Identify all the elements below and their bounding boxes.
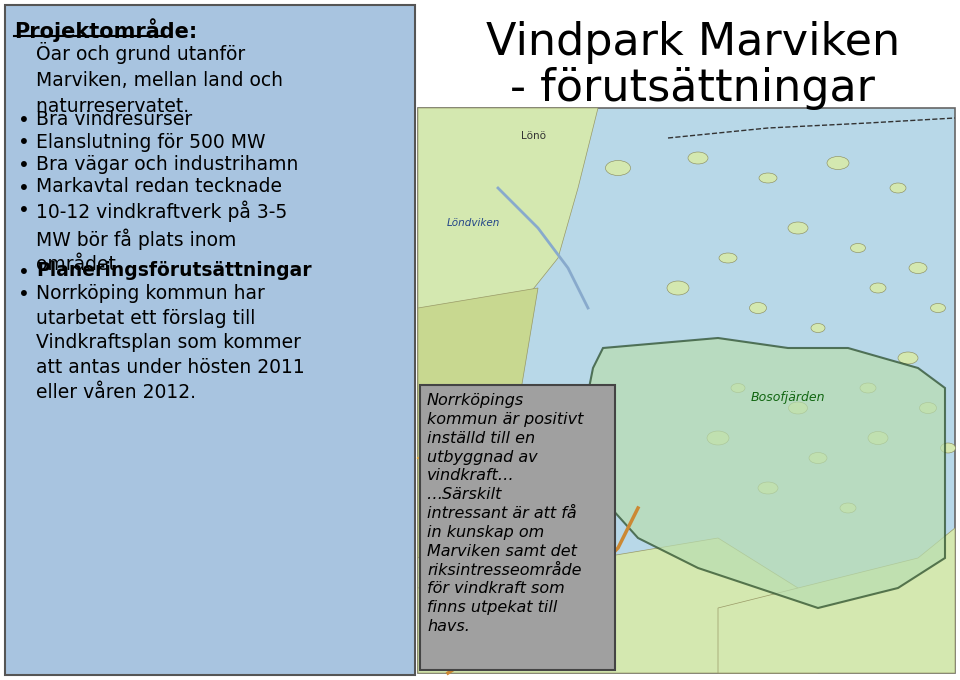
Polygon shape xyxy=(418,288,538,558)
Ellipse shape xyxy=(788,222,808,234)
Ellipse shape xyxy=(688,152,708,164)
Text: Vindpark Marviken: Vindpark Marviken xyxy=(486,20,900,63)
Text: Planeringsförutsättningar: Planeringsförutsättningar xyxy=(36,262,312,280)
Ellipse shape xyxy=(827,156,849,169)
Ellipse shape xyxy=(809,452,827,464)
Ellipse shape xyxy=(930,303,946,313)
Bar xyxy=(5,5,415,675)
Ellipse shape xyxy=(920,403,937,413)
Ellipse shape xyxy=(909,262,927,273)
Text: •: • xyxy=(18,262,30,282)
Text: Elanslutning för 500 MW: Elanslutning för 500 MW xyxy=(36,133,266,152)
Polygon shape xyxy=(583,338,945,608)
Ellipse shape xyxy=(898,352,918,364)
Bar xyxy=(418,108,955,673)
Polygon shape xyxy=(718,528,955,673)
Ellipse shape xyxy=(870,283,886,293)
Text: Löndviken: Löndviken xyxy=(446,218,500,228)
Ellipse shape xyxy=(750,303,766,313)
Text: •: • xyxy=(18,156,30,175)
Ellipse shape xyxy=(890,183,906,193)
Ellipse shape xyxy=(811,324,825,333)
Text: Bosofjärden: Bosofjärden xyxy=(751,392,826,405)
Ellipse shape xyxy=(868,432,888,445)
Bar xyxy=(420,385,615,670)
Ellipse shape xyxy=(840,503,856,513)
Ellipse shape xyxy=(758,482,778,494)
Ellipse shape xyxy=(707,431,729,445)
Text: - förutsättningar: - förutsättningar xyxy=(511,67,876,109)
Text: •: • xyxy=(18,111,30,130)
Polygon shape xyxy=(418,108,598,673)
Polygon shape xyxy=(418,538,818,673)
Text: Lönö: Lönö xyxy=(520,131,545,141)
Ellipse shape xyxy=(941,443,955,453)
Ellipse shape xyxy=(788,402,807,414)
Text: •: • xyxy=(18,285,30,304)
Ellipse shape xyxy=(667,281,689,295)
Text: •: • xyxy=(18,201,30,220)
Text: 10-12 vindkraftverk på 3-5
MW bör få plats inom
området: 10-12 vindkraftverk på 3-5 MW bör få pla… xyxy=(36,200,287,274)
Text: •: • xyxy=(18,133,30,152)
Text: Norrköping kommun har
utarbetat ett förslag till
Vindkraftsplan som kommer
att a: Norrköping kommun har utarbetat ett förs… xyxy=(36,284,304,402)
Text: Projektområde:: Projektområde: xyxy=(14,18,197,42)
Text: Markavtal redan tecknade: Markavtal redan tecknade xyxy=(36,177,282,197)
Text: •: • xyxy=(18,178,30,197)
Text: Norrköpings
kommun är positivt
inställd till en
utbyggnad av
vindkraft…
…Särskil: Norrköpings kommun är positivt inställd … xyxy=(427,393,584,634)
Text: Öar och grund utanför
   Marviken, mellan land och
   naturreservatet.: Öar och grund utanför Marviken, mellan l… xyxy=(18,42,283,116)
Ellipse shape xyxy=(851,243,866,252)
Text: Bra vindresurser: Bra vindresurser xyxy=(36,110,192,129)
Ellipse shape xyxy=(731,384,745,392)
Ellipse shape xyxy=(719,253,737,263)
Text: Bra vägar och industrihamn: Bra vägar och industrihamn xyxy=(36,155,299,174)
Ellipse shape xyxy=(860,383,876,393)
Ellipse shape xyxy=(759,173,777,183)
Ellipse shape xyxy=(606,160,631,175)
